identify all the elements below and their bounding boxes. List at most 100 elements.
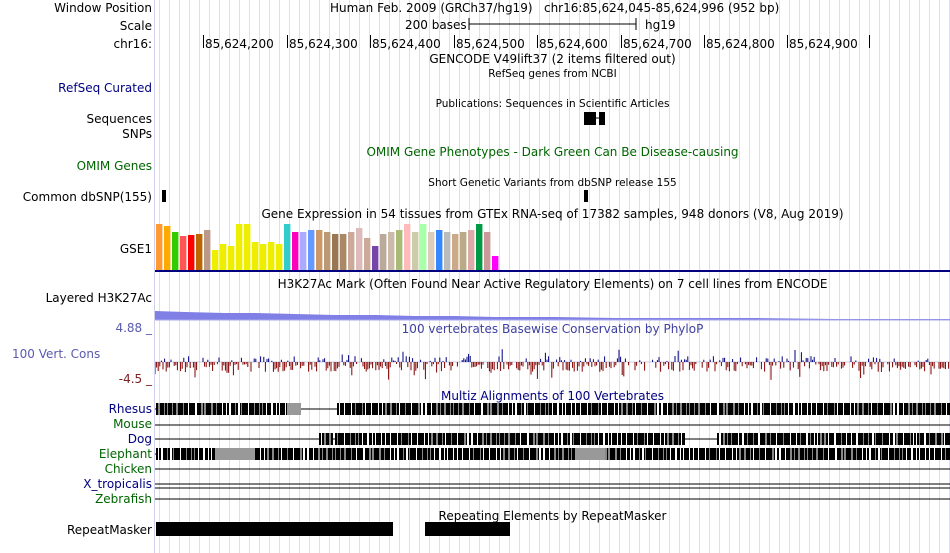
gtex-tissue-bar[interactable] (364, 238, 371, 270)
alignment-mismatch (587, 403, 588, 415)
gtex-tissue-bar[interactable] (180, 236, 187, 270)
gtex-track-label[interactable]: GSE1 (119, 242, 152, 256)
gtex-tissue-bar[interactable] (244, 224, 251, 270)
gtex-tissue-bar[interactable] (300, 232, 307, 270)
alignment-mismatch (397, 433, 398, 445)
gtex-tissue-bar[interactable] (452, 234, 459, 270)
gtex-tissue-bar[interactable] (492, 256, 499, 270)
gtex-tissue-bar[interactable] (188, 235, 195, 270)
snp-feature[interactable] (160, 189, 168, 204)
species-label-elephant[interactable]: Elephant (98, 447, 152, 461)
gtex-tissue-bar[interactable] (348, 232, 355, 270)
gtex-expression-bars[interactable] (155, 222, 555, 272)
gtex-tissue-bar[interactable] (236, 224, 243, 270)
alignment-mismatch (770, 403, 771, 415)
alignment-mismatch (351, 448, 352, 460)
alignment-mismatch (633, 433, 634, 445)
gtex-tissue-bar[interactable] (252, 242, 259, 270)
alignment-mismatch (173, 448, 174, 460)
species-label-dog[interactable]: Dog (127, 432, 152, 446)
gtex-tissue-bar[interactable] (388, 232, 395, 270)
species-label-xtropicalis[interactable]: X_tropicalis (83, 477, 152, 491)
gtex-tissue-bar[interactable] (356, 228, 363, 270)
gtex-tissue-bar[interactable] (420, 224, 427, 270)
gtex-tissue-bar[interactable] (212, 250, 219, 270)
ruler-tick-mark (203, 35, 204, 48)
refseq-track-label[interactable]: RefSeq Curated (58, 81, 152, 95)
gtex-tissue-bar[interactable] (340, 234, 347, 270)
gtex-tissue-bar[interactable] (484, 232, 491, 270)
gtex-tissue-bar[interactable] (324, 232, 331, 270)
alignment-mismatch (598, 403, 599, 415)
cons-track-label[interactable]: 100 Vert. Cons (12, 347, 101, 361)
alignment-mismatch (851, 433, 852, 445)
sequences-track-label[interactable]: Sequences (86, 112, 152, 126)
gtex-tissue-bar[interactable] (196, 234, 203, 270)
gtex-tissue-bar[interactable] (476, 224, 483, 270)
ruler-tick-mark (287, 35, 288, 48)
alignment-mismatch (605, 448, 607, 460)
alignment-mismatch (793, 403, 795, 415)
gtex-tissue-bar[interactable] (284, 224, 291, 270)
species-label-rhesus[interactable]: Rhesus (108, 402, 152, 416)
gtex-tissue-bar[interactable] (268, 242, 275, 270)
omim-track-label[interactable]: OMIM Genes (76, 159, 152, 173)
gtex-tissue-bar[interactable] (204, 230, 211, 270)
alignment-mismatch (846, 433, 847, 445)
alignment-mismatch (411, 403, 412, 415)
alignment-mismatch (601, 403, 602, 415)
gtex-tissue-bar[interactable] (396, 230, 403, 270)
repeat-element[interactable] (425, 522, 510, 536)
alignment-mismatch (396, 403, 397, 415)
gtex-tissue-bar[interactable] (308, 230, 315, 270)
gtex-tissue-bar[interactable] (332, 234, 339, 270)
gtex-tissue-bar[interactable] (444, 232, 451, 270)
alignment-mismatch (689, 448, 690, 460)
alignment-block[interactable] (717, 433, 950, 445)
alignment-mismatch (267, 448, 269, 460)
gtex-tissue-bar[interactable] (292, 232, 299, 270)
species-label-zebrafish[interactable]: Zebrafish (95, 492, 152, 506)
multiz-alignments[interactable] (155, 399, 950, 505)
h3k27ac-signal[interactable] (155, 296, 950, 322)
repeatmasker-elements[interactable] (155, 520, 950, 538)
alignment-mismatch (594, 433, 595, 445)
alignment-mismatch (672, 433, 674, 445)
alignment-block[interactable] (156, 448, 950, 460)
repeat-element[interactable] (156, 522, 393, 536)
publication-feature[interactable] (583, 111, 607, 127)
gtex-tissue-bar[interactable] (316, 230, 323, 270)
snp-feature[interactable] (583, 189, 591, 204)
alignment-mismatch (371, 403, 372, 415)
gtex-tissue-bar[interactable] (412, 232, 419, 270)
gtex-track-title: Gene Expression in 54 tissues from GTEx … (261, 207, 844, 221)
snps-track-label[interactable]: SNPs (122, 127, 152, 141)
gtex-tissue-bar[interactable] (380, 234, 387, 270)
gtex-tissue-bar[interactable] (156, 224, 163, 270)
alignment-mismatch (869, 448, 871, 460)
alignment-mismatch (851, 448, 853, 460)
repeat-track-label[interactable]: RepeatMasker (66, 523, 152, 537)
gencode-track-title[interactable]: GENCODE V49lift37 (2 items filtered out) (429, 52, 676, 66)
gtex-tissue-bar[interactable] (404, 224, 411, 270)
phylop-conservation[interactable] (155, 338, 950, 388)
gtex-tissue-bar[interactable] (228, 246, 235, 270)
alignment-mismatch (496, 448, 497, 460)
species-label-chicken[interactable]: Chicken (104, 462, 152, 476)
gtex-tissue-bar[interactable] (436, 230, 443, 270)
gtex-tissue-bar[interactable] (428, 232, 435, 270)
gtex-tissue-bar[interactable] (372, 246, 379, 270)
gtex-tissue-bar[interactable] (468, 230, 475, 270)
dbsnp-track-label[interactable]: Common dbSNP(155) (22, 190, 152, 204)
alignment-mismatch (529, 448, 530, 460)
gtex-tissue-bar[interactable] (164, 226, 171, 270)
gtex-tissue-bar[interactable] (276, 244, 283, 270)
gtex-tissue-bar[interactable] (172, 232, 179, 270)
h3k27ac-track-label[interactable]: Layered H3K27Ac (45, 291, 152, 305)
alignment-block[interactable] (156, 403, 300, 415)
gtex-tissue-bar[interactable] (220, 244, 227, 270)
gtex-tissue-bar[interactable] (260, 244, 267, 270)
gtex-tissue-bar[interactable] (460, 232, 467, 270)
species-label-mouse[interactable]: Mouse (113, 417, 152, 431)
